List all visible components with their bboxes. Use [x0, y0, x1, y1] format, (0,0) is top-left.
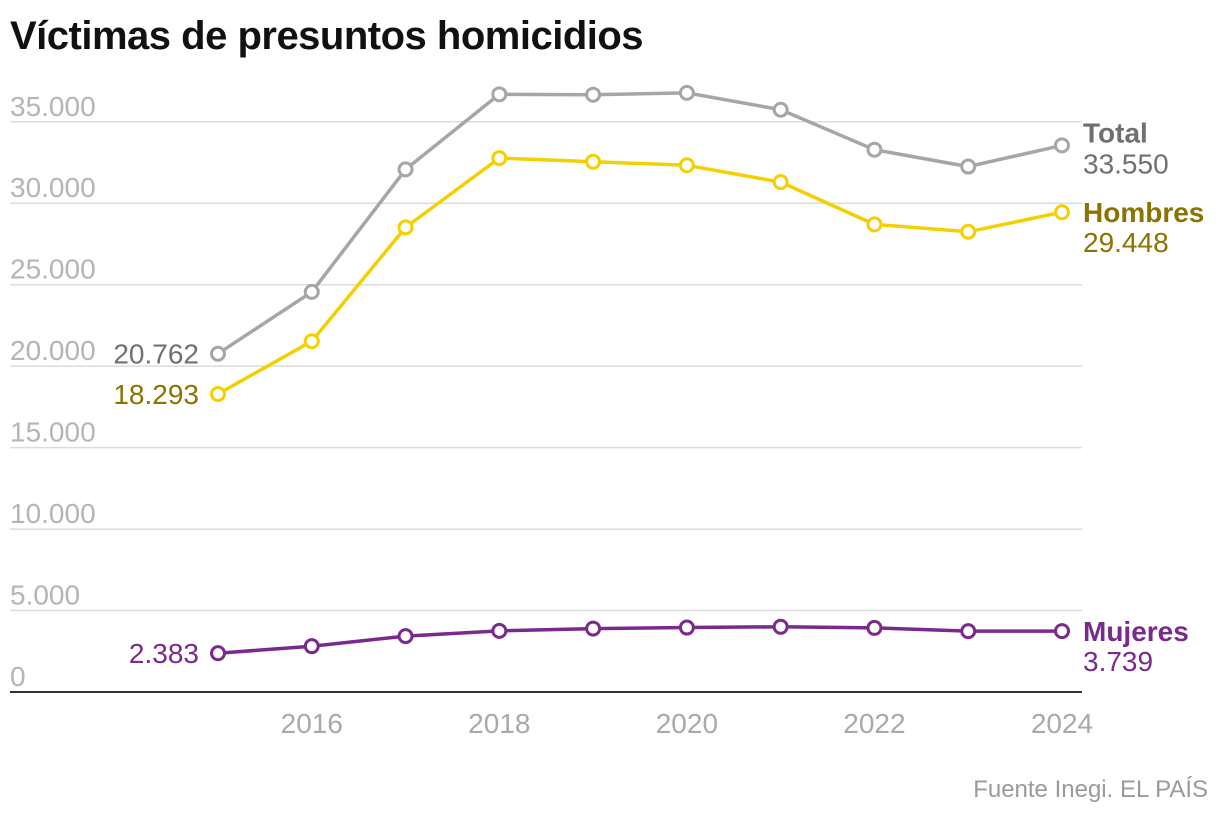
data-point-hombres	[585, 153, 602, 170]
data-point-hombres	[397, 219, 414, 236]
data-point-hombres	[866, 216, 883, 233]
data-point-hombres	[210, 385, 226, 402]
data-point-total	[585, 86, 602, 103]
series-line-hombres	[217, 156, 1063, 396]
data-point-mujeres	[772, 618, 789, 635]
x-tick-label: 2024	[1031, 708, 1093, 739]
data-point-total	[1054, 137, 1070, 154]
data-point-mujeres	[678, 619, 695, 636]
y-tick-label: 10.000	[10, 498, 96, 529]
series-line-total	[217, 91, 1063, 356]
x-tick-label: 2022	[843, 708, 905, 739]
end-value-label-total: 33.550	[1083, 148, 1169, 179]
data-point-hombres	[303, 333, 320, 350]
y-tick-label: 5.000	[10, 580, 80, 611]
y-tick-label: 25.000	[10, 254, 96, 285]
end-value-label-hombres: 29.448	[1083, 227, 1169, 258]
data-point-hombres	[678, 157, 695, 174]
data-point-total	[397, 161, 414, 178]
data-point-mujeres	[397, 628, 414, 645]
y-tick-label: 30.000	[10, 172, 96, 203]
series-total	[210, 84, 1070, 362]
data-point-hombres	[960, 223, 977, 240]
data-point-total	[772, 101, 789, 118]
chart-title: Víctimas de presuntos homicidios	[10, 14, 644, 58]
data-point-total	[678, 84, 695, 101]
y-tick-label: 15.000	[10, 417, 96, 448]
source-note: Fuente Inegi. EL PAÍS	[973, 776, 1208, 803]
y-tick-label: 20.000	[10, 335, 96, 366]
data-point-total	[960, 158, 977, 175]
series-line-mujeres	[217, 625, 1062, 655]
y-tick-label: 35.000	[10, 91, 96, 122]
series-layer	[210, 84, 1070, 662]
x-tick-label: 2020	[656, 708, 718, 739]
x-tick-label: 2016	[281, 708, 343, 739]
start-value-label-hombres: 18.293	[113, 379, 199, 410]
start-value-label-total: 20.762	[113, 339, 199, 370]
data-point-hombres	[491, 150, 508, 167]
series-name-label-hombres: Hombres	[1083, 197, 1204, 228]
data-point-mujeres	[303, 638, 320, 655]
series-hombres	[210, 150, 1070, 402]
data-point-total	[491, 86, 508, 103]
data-point-total	[866, 141, 883, 158]
grid-lines	[10, 121, 1082, 612]
data-point-mujeres	[491, 622, 508, 639]
series-mujeres	[210, 618, 1070, 662]
data-point-mujeres	[585, 620, 602, 637]
data-point-hombres	[1054, 204, 1070, 221]
x-tick-label: 2018	[468, 708, 530, 739]
y-tick-label: 0	[10, 661, 26, 692]
data-point-total	[210, 345, 226, 362]
data-point-hombres	[772, 174, 789, 191]
data-point-mujeres	[210, 645, 226, 662]
end-value-label-mujeres: 3.739	[1083, 646, 1153, 677]
start-value-label-mujeres: 2.383	[129, 638, 199, 669]
series-name-label-mujeres: Mujeres	[1083, 616, 1189, 647]
y-axis-ticks: 0 5.000 10.000 15.000 20.000 25.000 30.000 35.0…	[10, 91, 96, 692]
data-point-mujeres	[1054, 623, 1070, 640]
data-point-mujeres	[960, 623, 977, 640]
data-point-mujeres	[866, 619, 883, 636]
x-axis-ticks: 2016 2018 2020 2022 2024	[281, 708, 1094, 739]
data-point-total	[303, 283, 320, 300]
series-name-label-total: Total	[1083, 117, 1148, 148]
